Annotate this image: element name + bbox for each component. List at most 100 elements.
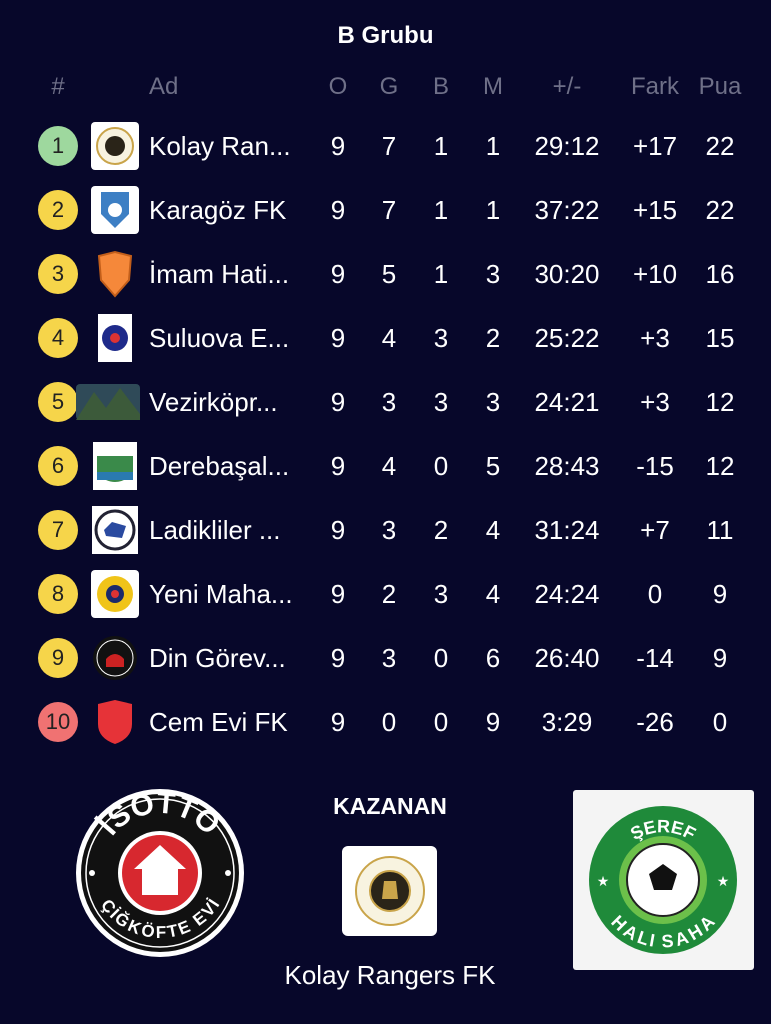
won: 4 bbox=[381, 323, 397, 353]
played: 9 bbox=[330, 579, 346, 609]
winner-logo bbox=[342, 846, 437, 936]
col-diff: Fark bbox=[631, 73, 679, 100]
points: 11 bbox=[706, 515, 734, 545]
drawn: 1 bbox=[433, 259, 449, 289]
din-gorevlileri-logo bbox=[90, 633, 140, 683]
table-row[interactable]: 9 Din Görev... 9 3 0 6 26:40 -14 9 bbox=[0, 633, 771, 683]
winner-name: Kolay Rangers FK bbox=[284, 960, 496, 990]
table-row[interactable]: 3 İmam Hati... 9 5 1 3 30:20 +10 16 bbox=[0, 249, 771, 299]
drawn: 1 bbox=[433, 195, 449, 225]
police-logo bbox=[90, 313, 140, 363]
points: 16 bbox=[705, 259, 735, 289]
goals: 3:29 bbox=[541, 707, 593, 737]
isotto-sponsor-logo: İSOTTO ÇİĞKÖFTE EVİ bbox=[74, 787, 246, 964]
points: 22 bbox=[705, 195, 735, 225]
drawn: 0 bbox=[433, 643, 449, 673]
goal-difference: -14 bbox=[636, 643, 674, 673]
position-badge: 5 bbox=[38, 382, 78, 422]
col-goals: +/- bbox=[552, 73, 582, 100]
karagoz-logo bbox=[90, 185, 140, 235]
team-name[interactable]: Vezirköpr... bbox=[149, 387, 278, 417]
won: 0 bbox=[381, 707, 397, 737]
seref-sponsor-logo: ŞEREF HALI SAHA ★ ★ bbox=[573, 790, 754, 970]
lost: 1 bbox=[485, 195, 501, 225]
lost: 3 bbox=[485, 387, 501, 417]
won: 3 bbox=[381, 515, 397, 545]
played: 9 bbox=[330, 643, 346, 673]
team-name[interactable]: Derebaşal... bbox=[149, 451, 290, 481]
ladikliler-logo bbox=[90, 505, 140, 555]
orange-shield-logo bbox=[90, 249, 140, 299]
drawn: 3 bbox=[433, 323, 449, 353]
points: 12 bbox=[705, 387, 735, 417]
won: 7 bbox=[381, 195, 397, 225]
position-badge: 9 bbox=[38, 638, 78, 678]
won: 3 bbox=[381, 643, 397, 673]
team-name[interactable]: İmam Hati... bbox=[149, 259, 290, 289]
won: 3 bbox=[381, 387, 397, 417]
table-row[interactable]: 7 Ladikliler ... 9 3 2 4 31:24 +7 11 bbox=[0, 505, 771, 555]
col-drawn: B bbox=[432, 73, 449, 100]
played: 9 bbox=[330, 451, 346, 481]
won: 4 bbox=[381, 451, 397, 481]
played: 9 bbox=[330, 259, 346, 289]
drawn: 1 bbox=[433, 131, 449, 161]
table-row[interactable]: 2 Karagöz FK 9 7 1 1 37:22 +15 22 bbox=[0, 185, 771, 235]
team-name[interactable]: Ladikliler ... bbox=[149, 515, 281, 545]
col-points: Pua bbox=[698, 73, 742, 100]
goal-difference: +17 bbox=[632, 131, 678, 161]
won: 7 bbox=[381, 131, 397, 161]
team-name[interactable]: Karagöz FK bbox=[149, 195, 287, 225]
table-row[interactable]: 6 Derebaşal... 9 4 0 5 28:43 -15 12 bbox=[0, 441, 771, 491]
lost: 1 bbox=[485, 131, 501, 161]
team-name[interactable]: Kolay Ran... bbox=[149, 131, 291, 161]
drawn: 3 bbox=[433, 387, 449, 417]
played: 9 bbox=[330, 195, 346, 225]
team-name[interactable]: Din Görev... bbox=[149, 643, 286, 673]
team-name[interactable]: Suluova E... bbox=[149, 323, 290, 353]
points: 0 bbox=[712, 707, 728, 737]
table-header: # Ad O G B M +/- Fark Pua bbox=[0, 62, 771, 112]
table-row[interactable]: 5 Vezirköpr... 9 3 3 3 24:21 +3 12 bbox=[0, 377, 771, 427]
lost: 2 bbox=[485, 323, 501, 353]
landscape-photo bbox=[76, 377, 140, 427]
lost: 3 bbox=[485, 259, 501, 289]
goals: 37:22 bbox=[534, 195, 600, 225]
col-name: Ad bbox=[149, 73, 179, 100]
goal-difference: +3 bbox=[640, 323, 670, 353]
lost: 4 bbox=[485, 515, 501, 545]
table-row[interactable]: 1 Kolay Ran... 9 7 1 1 29:12 +17 22 bbox=[0, 121, 771, 171]
goal-difference: +3 bbox=[640, 387, 670, 417]
goals: 28:43 bbox=[534, 451, 600, 481]
derebasalan-logo bbox=[90, 441, 140, 491]
col-played: O bbox=[328, 73, 348, 100]
played: 9 bbox=[330, 515, 346, 545]
goals: 24:21 bbox=[534, 387, 600, 417]
col-won: G bbox=[379, 73, 399, 100]
table-row[interactable]: 8 Yeni Maha... 9 2 3 4 24:24 0 9 bbox=[0, 569, 771, 619]
goal-difference: +10 bbox=[632, 259, 678, 289]
team-name[interactable]: Yeni Maha... bbox=[149, 579, 293, 609]
group-title: B Grubu bbox=[337, 22, 434, 49]
points: 9 bbox=[712, 643, 728, 673]
points: 9 bbox=[712, 579, 728, 609]
goals: 24:24 bbox=[534, 579, 600, 609]
yeni-mahalle-logo bbox=[90, 569, 140, 619]
team-name[interactable]: Cem Evi FK bbox=[149, 707, 288, 737]
lost: 5 bbox=[485, 451, 501, 481]
goal-difference: -15 bbox=[636, 451, 674, 481]
drawn: 3 bbox=[433, 579, 449, 609]
won: 5 bbox=[381, 259, 397, 289]
position-badge: 3 bbox=[38, 254, 78, 294]
svg-text:★: ★ bbox=[717, 873, 730, 889]
svg-text:★: ★ bbox=[597, 873, 610, 889]
col-lost: M bbox=[483, 73, 503, 100]
lost: 4 bbox=[485, 579, 501, 609]
goal-difference: 0 bbox=[647, 579, 663, 609]
played: 9 bbox=[330, 323, 346, 353]
played: 9 bbox=[330, 387, 346, 417]
table-row[interactable]: 10 Cem Evi FK 9 0 0 9 3:29 -26 0 bbox=[0, 697, 771, 747]
table-row[interactable]: 4 Suluova E... 9 4 3 2 25:22 +3 15 bbox=[0, 313, 771, 363]
red-shield-logo bbox=[90, 697, 140, 747]
goal-difference: +7 bbox=[640, 515, 670, 545]
